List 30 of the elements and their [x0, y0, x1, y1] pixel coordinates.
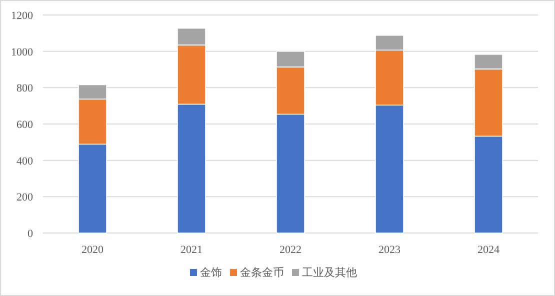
bar — [177, 28, 206, 46]
x-tick-label: 2020 — [82, 244, 104, 256]
bar — [375, 50, 404, 106]
x-tick-label: 2023 — [378, 244, 401, 256]
bar — [375, 34, 404, 50]
bar — [177, 44, 206, 105]
bar — [474, 54, 503, 70]
bar — [78, 84, 107, 100]
y-tick-label: 800 — [16, 82, 34, 95]
y-tick-label: 400 — [16, 155, 34, 168]
y-tick-label: 1000 — [11, 46, 34, 58]
bar — [474, 68, 503, 137]
legend-label: 工业及其他 — [302, 266, 357, 279]
bar — [78, 144, 107, 234]
y-tick-label: 0 — [28, 228, 34, 240]
bar — [78, 98, 107, 145]
bar — [276, 114, 305, 234]
y-tick-label: 1200 — [11, 10, 34, 22]
bar — [276, 66, 305, 115]
y-tick-label: 600 — [16, 119, 34, 131]
bar — [177, 104, 206, 234]
bar — [276, 50, 305, 68]
bar — [474, 136, 503, 234]
x-tick-label: 2021 — [180, 244, 202, 256]
legend-label: 金饰 — [200, 266, 222, 279]
x-tick-label: 2024 — [478, 244, 500, 256]
legend-label: 金条金币 — [240, 266, 284, 279]
x-tick-label: 2022 — [280, 244, 302, 256]
y-tick-label: 200 — [16, 192, 34, 204]
bar — [375, 104, 404, 234]
